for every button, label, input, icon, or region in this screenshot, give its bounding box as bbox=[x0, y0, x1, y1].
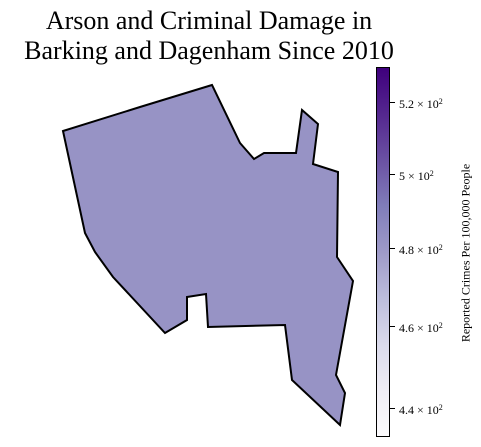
colorbar bbox=[376, 67, 390, 437]
colorbar-tick-2 bbox=[390, 248, 395, 249]
colorbar-tick-label-3: 5 × 102 bbox=[399, 169, 434, 183]
colorbar-tick-0 bbox=[390, 408, 395, 409]
map-title-line-2: Barking and Dagenham Since 2010 bbox=[24, 36, 394, 65]
map-title-line-1: Arson and Criminal Damage in bbox=[45, 6, 373, 35]
colorbar-tick-label-0: 4.4 × 102 bbox=[399, 403, 443, 417]
colorbar-tick-label-1: 4.6 × 102 bbox=[399, 321, 443, 335]
barking-and-dagenham-region[interactable] bbox=[61, 83, 355, 428]
map-title: Arson and Criminal Damage in Barking and… bbox=[0, 6, 418, 66]
colorbar-tick-label-4: 5.2 × 102 bbox=[399, 97, 443, 111]
colorbar-label: Reported Crimes Per 100,000 People bbox=[458, 163, 473, 343]
colorbar-tick-label-2: 4.8 × 102 bbox=[399, 243, 443, 257]
colorbar-tick-4 bbox=[390, 102, 395, 103]
colorbar-tick-3 bbox=[390, 174, 395, 175]
colorbar-tick-1 bbox=[390, 326, 395, 327]
